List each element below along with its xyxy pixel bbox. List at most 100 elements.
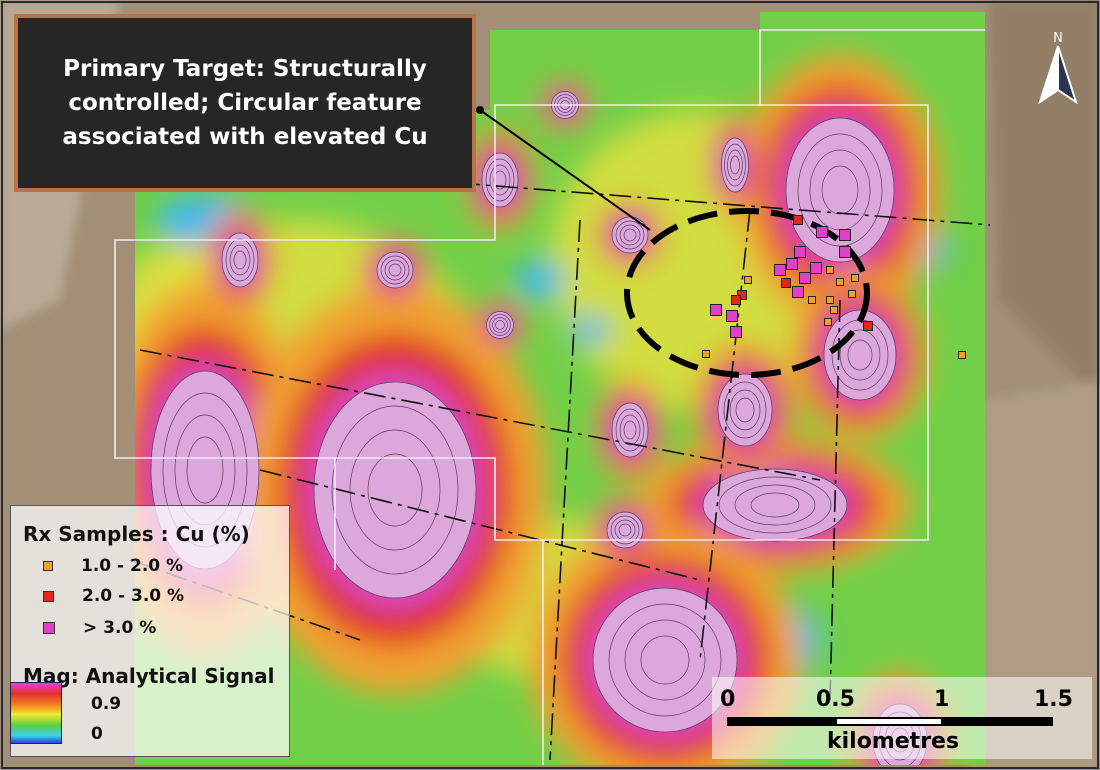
sample-point[interactable] [848, 290, 856, 298]
low-swatch [43, 561, 53, 571]
scale-unit: kilometres [827, 729, 960, 754]
map-legend: Rx Samples : Cu (%) 1.0 - 2.0 % 2.0 - 3.… [10, 505, 290, 757]
anomaly-contour [380, 255, 410, 285]
target-circle [624, 208, 870, 378]
scale-tick: 0.5 [816, 687, 855, 712]
sample-point[interactable] [851, 274, 859, 282]
sample-point[interactable] [839, 246, 851, 258]
sample-point[interactable] [824, 318, 832, 326]
anomaly-contour [225, 238, 255, 282]
north-arrow-icon: N [1038, 31, 1078, 105]
legend-item-mid: 2.0 - 3.0 % [43, 586, 184, 606]
claim-boundaries [114, 29, 985, 765]
anomaly-contour [606, 511, 644, 549]
anomaly-contour [623, 420, 637, 440]
anomaly-contour [615, 408, 645, 452]
anomaly-contour [734, 484, 816, 526]
anomaly-contour [489, 314, 511, 336]
anomaly-contour [615, 220, 645, 250]
legend-label: > 3.0 % [83, 618, 157, 638]
sample-point[interactable] [810, 262, 822, 274]
color-ramp [10, 682, 62, 744]
anomaly-contour [821, 165, 859, 215]
anomaly-contour [727, 149, 743, 181]
mag-min-label: 0 [91, 724, 103, 744]
callout-leader [479, 109, 651, 231]
sample-point[interactable] [702, 350, 710, 358]
sample-point[interactable] [826, 296, 834, 304]
sample-point[interactable] [730, 326, 742, 338]
sample-point[interactable] [786, 258, 798, 270]
anomaly-contour [486, 311, 514, 339]
anomaly-contour [492, 317, 508, 333]
anomaly-contour [221, 232, 259, 288]
sample-point[interactable] [863, 321, 873, 331]
anomaly-contour [723, 381, 767, 439]
sample-point[interactable] [839, 229, 851, 241]
sample-point[interactable] [816, 226, 828, 238]
scale-bar: 0 0.5 1 1.5 kilometres [712, 677, 1092, 759]
sample-point[interactable] [830, 306, 838, 314]
anomaly-contour [611, 402, 649, 458]
anomaly-contour [481, 152, 519, 208]
sample-point[interactable] [799, 272, 811, 284]
sample-point[interactable] [726, 310, 738, 322]
anomaly-contour [233, 250, 247, 270]
scale-bar-segment [837, 719, 941, 724]
sample-point[interactable] [826, 266, 834, 274]
sample-point[interactable] [793, 215, 803, 225]
sample-point[interactable] [808, 296, 816, 304]
analytical-signal-grid [135, 12, 985, 765]
anomaly-contour [610, 515, 640, 545]
anomaly-contour [495, 320, 505, 330]
anomaly-contour [592, 587, 738, 733]
anomaly-contour [608, 603, 722, 717]
sample-point[interactable] [792, 286, 804, 298]
anomaly-contour [186, 436, 224, 504]
anomaly-contour [847, 339, 873, 371]
sample-point[interactable] [744, 276, 752, 284]
sample-point[interactable] [794, 246, 806, 258]
anomaly-contour [623, 228, 637, 242]
primary-target-callout: Primary Target: Structurally controlled;… [14, 14, 476, 192]
sample-point[interactable] [836, 278, 844, 286]
sample-point[interactable] [774, 264, 786, 276]
sample-point[interactable] [781, 278, 791, 288]
sample-point[interactable] [731, 295, 741, 305]
structural-lines [129, 179, 991, 761]
anomaly-contour [367, 453, 423, 527]
anomaly-contour [485, 158, 515, 202]
anomaly-contour [721, 137, 749, 193]
callout-text: Primary Target: Structurally controlled;… [62, 56, 428, 150]
callout-anchor [476, 106, 484, 114]
anomaly-contour [313, 381, 477, 599]
anomaly-contour [750, 492, 800, 518]
mag-legend-title: Mag: Analytical Signal [23, 664, 275, 688]
anomaly-contour [376, 251, 414, 289]
sample-point[interactable] [710, 304, 722, 316]
anomaly-contour [730, 155, 740, 175]
anomaly-contour [839, 329, 881, 381]
legend-item-low: 1.0 - 2.0 % [43, 556, 183, 576]
scale-tick: 1 [934, 687, 950, 712]
north-label: N [1053, 31, 1063, 46]
legend-label: 1.0 - 2.0 % [81, 556, 184, 576]
anomaly-contour [618, 523, 632, 537]
anomaly-contour [515, 260, 565, 300]
sample-point[interactable] [958, 351, 966, 359]
anomaly-contour [735, 397, 755, 423]
scale-tick: 1.5 [1034, 687, 1073, 712]
scale-tick: 0 [720, 687, 736, 712]
legend-item-high: > 3.0 % [43, 618, 156, 638]
anomaly-contour [388, 263, 402, 277]
anomaly-contour [718, 476, 832, 534]
anomaly-contour [624, 619, 706, 701]
anomaly-contour [493, 170, 507, 190]
anomaly-contour [823, 309, 897, 401]
anomaly-contour [640, 635, 690, 685]
anomaly-contour [619, 414, 641, 446]
anomaly-contour [611, 216, 649, 254]
mid-swatch [43, 590, 54, 602]
anomaly-contour [729, 389, 761, 431]
anomaly-contour [384, 259, 406, 281]
